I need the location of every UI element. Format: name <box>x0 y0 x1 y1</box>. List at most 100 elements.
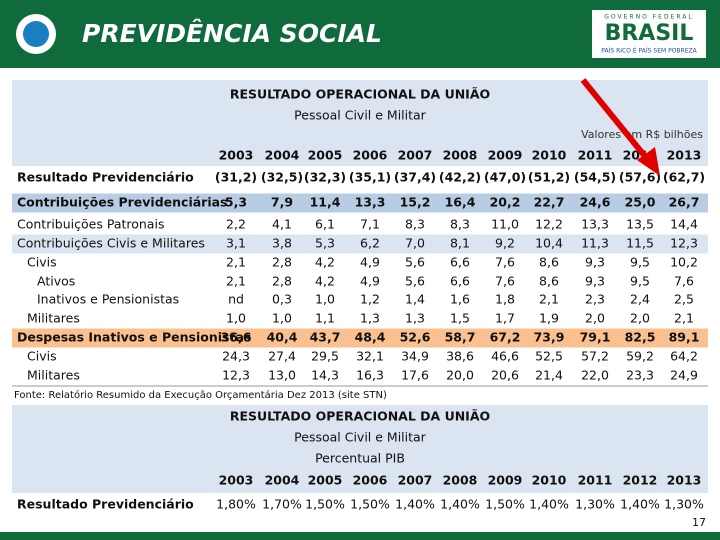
cell: 1,0 <box>315 292 335 307</box>
cell: 89,1 <box>669 330 700 345</box>
cell: 3,8 <box>272 236 292 251</box>
cell: 1,50% <box>350 497 390 512</box>
cell: 5,6 <box>405 274 425 289</box>
table-title: RESULTADO OPERACIONAL DA UNIÃO <box>230 87 490 102</box>
cell: 1,0 <box>226 311 246 326</box>
cell: 38,6 <box>446 349 474 364</box>
gov-logo-box <box>592 10 706 58</box>
table-title: RESULTADO OPERACIONAL DA UNIÃO <box>230 409 490 424</box>
cell: 9,2 <box>495 236 515 251</box>
cell: (42,2) <box>439 170 481 185</box>
cell: 26,7 <box>669 195 700 210</box>
year-header: 2007 <box>398 473 433 488</box>
cell: 1,0 <box>272 311 292 326</box>
cell: 1,40% <box>440 497 480 512</box>
logo-icon-inner <box>23 21 49 47</box>
cell: 67,2 <box>490 330 521 345</box>
cell: 11,0 <box>491 217 519 232</box>
cell: 2,1 <box>674 311 694 326</box>
cell: 6,1 <box>315 217 335 232</box>
cell: 1,50% <box>485 497 525 512</box>
cell: 16,4 <box>445 195 476 210</box>
cell: 4,2 <box>315 274 335 289</box>
year-header: 2008 <box>443 473 478 488</box>
cell: 48,4 <box>355 330 386 345</box>
gov-logo-top: GOVERNO FEDERAL <box>604 14 693 21</box>
cell: 27,4 <box>268 349 296 364</box>
cell: 6,2 <box>360 236 380 251</box>
cell: 9,3 <box>585 274 605 289</box>
cell: 4,9 <box>360 255 380 270</box>
cell: 7,6 <box>495 255 515 270</box>
cell: 9,5 <box>630 274 650 289</box>
cell: 12,3 <box>670 236 698 251</box>
cell: 73,9 <box>534 330 565 345</box>
year-header: 2006 <box>353 473 388 488</box>
cell: (32,5) <box>261 170 303 185</box>
footer-bar <box>0 532 720 540</box>
cell: 2,1 <box>539 292 559 307</box>
cell: (37,4) <box>394 170 436 185</box>
cell: (31,2) <box>215 170 257 185</box>
cell: 1,40% <box>620 497 660 512</box>
cell: 24,3 <box>222 349 250 364</box>
cell: 4,2 <box>315 255 335 270</box>
arrow-head <box>637 147 660 176</box>
source-note: Fonte: Relatório Resumido da Execução Or… <box>14 389 387 401</box>
row-label: Civis <box>27 255 57 270</box>
cell: 64,2 <box>670 349 698 364</box>
table-subtitle: Pessoal Civil e Militar <box>294 108 427 123</box>
year-header: 2009 <box>488 148 523 163</box>
cell: 2,4 <box>630 292 650 307</box>
row-bg <box>12 193 708 213</box>
page-number: 17 <box>692 516 706 529</box>
cell: 0,3 <box>272 292 292 307</box>
cell: 10,2 <box>670 255 698 270</box>
year-header: 2007 <box>398 148 433 163</box>
cell: 12,2 <box>535 217 563 232</box>
cell: 6,6 <box>450 274 470 289</box>
row-label: Despesas Inativos e Pensionistas <box>17 330 251 345</box>
cell: 23,3 <box>626 368 654 383</box>
row-label: Contribuições Civis e Militares <box>17 236 205 251</box>
cell: 22,0 <box>581 368 609 383</box>
year-header: 2008 <box>443 148 478 163</box>
cell: 8,6 <box>539 255 559 270</box>
cell: 7,9 <box>271 195 293 210</box>
cell: 24,9 <box>670 368 698 383</box>
cell: 1,4 <box>405 292 425 307</box>
cell: (57,6) <box>619 170 661 185</box>
cell: nd <box>228 292 244 307</box>
cell: 4,9 <box>360 274 380 289</box>
row-label: Civis <box>27 349 57 364</box>
year-header: 2010 <box>532 148 567 163</box>
cell: 8,3 <box>405 217 425 232</box>
cell: 20,6 <box>491 368 519 383</box>
year-header: 2005 <box>308 473 343 488</box>
cell: 1,40% <box>529 497 569 512</box>
row-label: Inativos e Pensionistas <box>37 292 179 307</box>
row-label: Contribuições Patronais <box>17 217 164 232</box>
cell: 2,1 <box>226 274 246 289</box>
cell: 11,4 <box>310 195 341 210</box>
cell: 14,3 <box>311 368 339 383</box>
gov-logo-slogan: PAÍS RICO É PAÍS SEM POBREZA <box>601 47 697 55</box>
cell: 13,5 <box>626 217 654 232</box>
cell: 22,7 <box>534 195 565 210</box>
cell: 1,50% <box>305 497 345 512</box>
arrow-shaft <box>580 78 651 162</box>
cell: 52,5 <box>535 349 563 364</box>
cell: 79,1 <box>580 330 611 345</box>
cell: 9,3 <box>585 255 605 270</box>
cell: 34,9 <box>401 349 429 364</box>
cell: 1,3 <box>405 311 425 326</box>
cell: 1,80% <box>216 497 256 512</box>
cell: 1,3 <box>360 311 380 326</box>
cell: 12,3 <box>222 368 250 383</box>
unit-note: Valores em R$ bilhões <box>581 128 703 141</box>
cell: 14,4 <box>670 217 698 232</box>
unit-note: Percentual PIB <box>315 451 405 466</box>
cell: (32,3) <box>304 170 346 185</box>
